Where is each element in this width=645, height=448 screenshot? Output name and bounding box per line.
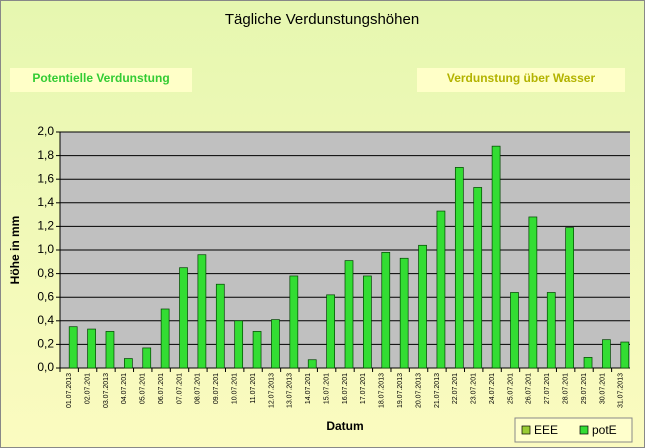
x-tick-label: 20.07.2013 bbox=[415, 373, 422, 408]
bar bbox=[473, 187, 483, 369]
bar bbox=[510, 292, 519, 369]
y-tick-label: 1,2 bbox=[37, 219, 54, 233]
x-tick-label: 01.07.2013 bbox=[66, 373, 73, 408]
x-tick-label: 26.07.201 bbox=[526, 373, 533, 404]
bar bbox=[289, 275, 299, 369]
bar bbox=[546, 292, 556, 369]
bar bbox=[105, 331, 115, 369]
bar bbox=[326, 294, 335, 369]
y-axis-title: Höhe in mm bbox=[8, 216, 22, 285]
y-tick-label: 0,8 bbox=[37, 266, 54, 280]
x-tick-label: 22.07.201 bbox=[452, 373, 459, 404]
bar bbox=[602, 339, 611, 369]
bar bbox=[179, 267, 188, 369]
bar bbox=[68, 326, 78, 369]
bar bbox=[418, 244, 427, 369]
bar bbox=[124, 358, 133, 369]
x-tick-label: 04.07.201 bbox=[121, 373, 128, 404]
bar bbox=[399, 257, 409, 369]
x-tick-label: 15.07.201 bbox=[323, 373, 330, 404]
bar bbox=[271, 319, 280, 369]
annotation-box bbox=[10, 68, 192, 92]
x-tick-label: 13.07.2013 bbox=[287, 373, 294, 408]
x-tick-label: 10.07.201 bbox=[232, 373, 239, 404]
y-tick-label: 0,2 bbox=[37, 337, 54, 351]
x-tick-label: 16.07.201 bbox=[342, 373, 349, 404]
x-tick-label: 23.07.201 bbox=[471, 373, 478, 404]
bar bbox=[620, 341, 630, 369]
x-tick-label: 21.07.2013 bbox=[434, 373, 441, 408]
x-tick-label: 12.07.2013 bbox=[268, 373, 275, 408]
y-tick-label: 1,6 bbox=[37, 171, 54, 185]
y-tick-label: 0,4 bbox=[37, 313, 54, 327]
bar bbox=[344, 260, 354, 369]
bar bbox=[160, 308, 170, 369]
x-tick-label: 05.07.201 bbox=[140, 373, 147, 404]
x-tick-label: 17.07.201 bbox=[360, 373, 367, 404]
legend-label: potE bbox=[592, 423, 617, 437]
x-tick-label: 07.07.201 bbox=[176, 373, 183, 404]
bar bbox=[142, 347, 152, 369]
x-axis-title: Datum bbox=[326, 419, 363, 433]
bar bbox=[87, 328, 96, 369]
annotation: Verdunstung über Wasser bbox=[447, 71, 596, 85]
bar bbox=[454, 167, 464, 369]
x-tick-label: 08.07.201 bbox=[195, 373, 202, 404]
y-tick-label: 2,0 bbox=[37, 124, 54, 138]
x-tick-label: 28.07.201 bbox=[562, 373, 569, 404]
bar bbox=[436, 210, 446, 369]
x-tick-label: 29.07.201 bbox=[581, 373, 588, 404]
x-tick-label: 03.07.2013 bbox=[103, 373, 110, 408]
legend-label: EEE bbox=[534, 423, 558, 437]
bar bbox=[234, 320, 244, 369]
x-tick-label: 11.07.201 bbox=[250, 373, 257, 404]
x-tick-label: 27.07.201 bbox=[544, 373, 551, 404]
legend-swatch bbox=[521, 425, 531, 435]
x-tick-label: 19.07.2013 bbox=[397, 373, 404, 408]
annotation-box bbox=[417, 68, 625, 92]
y-tick-label: 1,0 bbox=[37, 242, 54, 256]
y-tick-label: 0,6 bbox=[37, 289, 54, 303]
x-tick-label: 02.07.201 bbox=[84, 373, 91, 404]
x-tick-label: 31.07.2013 bbox=[618, 373, 625, 408]
bar bbox=[252, 331, 262, 369]
bar bbox=[307, 359, 317, 369]
x-tick-label: 06.07.201 bbox=[158, 373, 165, 404]
bar bbox=[381, 252, 391, 369]
x-tick-label: 14.07.201 bbox=[305, 373, 312, 404]
bar bbox=[363, 275, 372, 369]
bar bbox=[197, 254, 207, 369]
chart-title: Tägliche Verdunstungshöhen bbox=[225, 11, 419, 28]
x-tick-label: 30.07.201 bbox=[599, 373, 606, 404]
y-tick-label: 0,0 bbox=[37, 360, 54, 374]
x-tick-label: 18.07.2013 bbox=[379, 373, 386, 408]
y-tick-label: 1,8 bbox=[37, 148, 54, 162]
x-tick-label: 25.07.201 bbox=[507, 373, 514, 404]
annotation: Potentielle Verdunstung bbox=[32, 71, 169, 85]
x-tick-label: 09.07.201 bbox=[213, 373, 220, 404]
bar bbox=[491, 145, 501, 369]
bar bbox=[528, 216, 538, 369]
y-tick-label: 1,4 bbox=[37, 195, 54, 209]
bar bbox=[583, 357, 593, 369]
legend bbox=[514, 417, 633, 443]
bar bbox=[215, 283, 225, 369]
x-tick-label: 24.07.201 bbox=[489, 373, 496, 404]
legend-swatch bbox=[579, 425, 589, 435]
bar bbox=[565, 227, 574, 369]
